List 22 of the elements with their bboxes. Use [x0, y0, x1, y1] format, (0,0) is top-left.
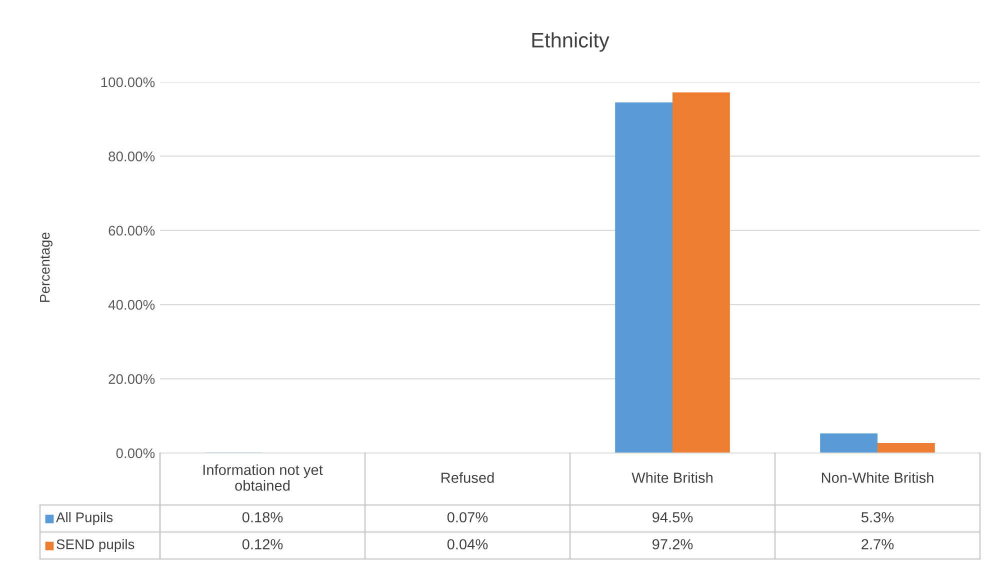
- y-axis-title: Percentage: [40, 232, 52, 302]
- data-label: 0.12%: [242, 539, 283, 550]
- data-label: 0.04%: [447, 539, 488, 550]
- y-tick-label: 0.00%: [116, 448, 155, 458]
- data-label: 0.18%: [242, 512, 283, 522]
- data-label: 2.7%: [862, 539, 894, 550]
- data-label: 94.5%: [652, 512, 693, 522]
- x-tick-label: White British: [632, 472, 712, 483]
- x-tick-label: Refused: [442, 472, 494, 483]
- x-tick-label: Non-White British: [822, 472, 934, 483]
- y-tick-label: 60.00%: [108, 226, 155, 236]
- chart-title: Ethnicity: [532, 32, 610, 52]
- data-label: 5.3%: [861, 512, 894, 522]
- data-label: 97.2%: [652, 539, 693, 550]
- data-label: 0.07%: [447, 512, 488, 522]
- y-tick-label: 20.00%: [108, 374, 155, 384]
- legend-label: All Pupils: [56, 512, 113, 525]
- y-tick-label: 40.00%: [108, 300, 155, 310]
- y-tick-label: 80.00%: [108, 152, 155, 162]
- legend-label: SEND pupils: [56, 539, 134, 552]
- x-tick-label: Information not yet obtained: [203, 464, 323, 491]
- y-tick-label: 100.00%: [101, 77, 155, 88]
